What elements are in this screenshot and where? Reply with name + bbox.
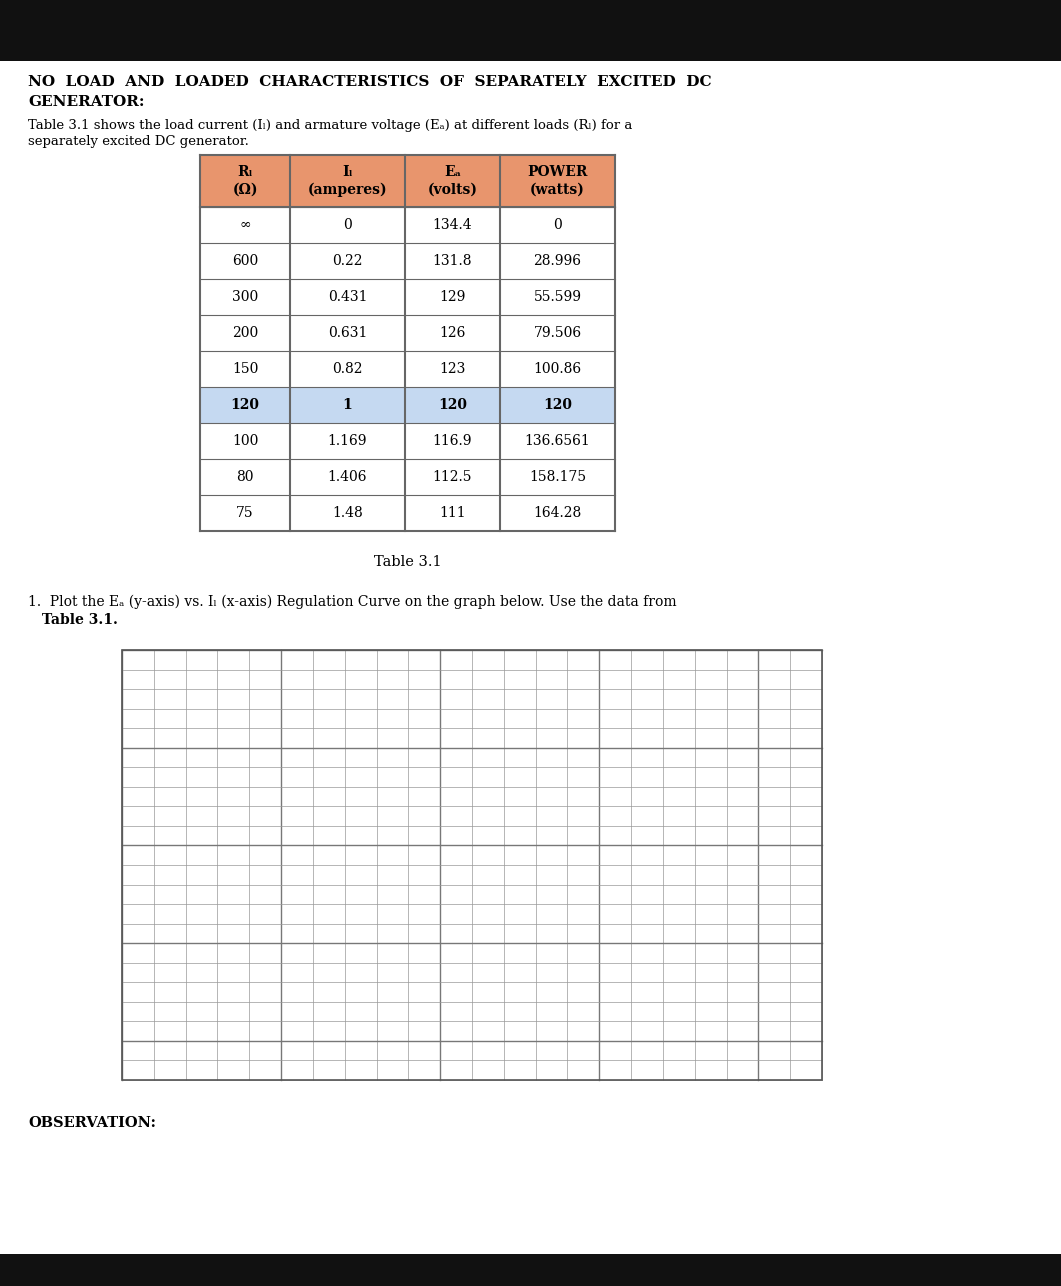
Bar	[201, 315, 615, 351]
Text: 120: 120	[230, 397, 260, 412]
Text: 0.431: 0.431	[328, 291, 367, 303]
Text: 100.86: 100.86	[534, 361, 581, 376]
Text: 100: 100	[231, 433, 258, 448]
Text: 0: 0	[553, 219, 562, 231]
Text: NO  LOAD  AND  LOADED  CHARACTERISTICS  OF  SEPARATELY  EXCITED  DC: NO LOAD AND LOADED CHARACTERISTICS OF SE…	[28, 75, 712, 89]
Text: 0.82: 0.82	[332, 361, 363, 376]
Bar	[201, 279, 615, 315]
Text: 164.28: 164.28	[534, 505, 581, 520]
Text: 134.4: 134.4	[433, 219, 472, 231]
Text: Table 3.1: Table 3.1	[373, 556, 441, 568]
Text: 116.9: 116.9	[433, 433, 472, 448]
Bar	[122, 649, 822, 1080]
Bar	[201, 423, 615, 459]
Text: 129: 129	[439, 291, 466, 303]
Bar	[201, 207, 615, 243]
Text: GENERATOR:: GENERATOR:	[28, 95, 144, 109]
Text: 136.6561: 136.6561	[524, 433, 590, 448]
Text: Table 3.1 shows the load current (Iₗ) and armature voltage (Eₐ) at different loa: Table 3.1 shows the load current (Iₗ) an…	[28, 120, 632, 132]
Text: 1: 1	[343, 397, 352, 412]
Text: 200: 200	[232, 325, 258, 340]
Text: 150: 150	[231, 361, 258, 376]
Text: 158.175: 158.175	[529, 469, 586, 484]
Text: 80: 80	[237, 469, 254, 484]
Text: 120: 120	[438, 397, 467, 412]
Text: 120: 120	[543, 397, 572, 412]
Text: Table 3.1.: Table 3.1.	[42, 613, 118, 628]
Text: 0: 0	[343, 219, 352, 231]
Text: Rₗ
(Ω): Rₗ (Ω)	[232, 165, 258, 197]
Text: 1.  Plot the Eₐ (y-axis) vs. Iₗ (x-axis) Regulation Curve on the graph below. Us: 1. Plot the Eₐ (y-axis) vs. Iₗ (x-axis) …	[28, 595, 677, 610]
Text: Iₗ
(amperes): Iₗ (amperes)	[308, 165, 387, 197]
Bar	[201, 351, 615, 387]
Bar	[0, 1254, 1061, 1286]
Text: POWER
(watts): POWER (watts)	[527, 165, 588, 197]
Text: 300: 300	[232, 291, 258, 303]
Text: 111: 111	[439, 505, 466, 520]
Text: 1.48: 1.48	[332, 505, 363, 520]
Bar	[201, 156, 615, 207]
Text: 126: 126	[439, 325, 466, 340]
Text: 0.22: 0.22	[332, 255, 363, 267]
Text: 1.406: 1.406	[328, 469, 367, 484]
Text: OBSERVATION:: OBSERVATION:	[28, 1116, 156, 1130]
Text: Eₐ
(volts): Eₐ (volts)	[428, 165, 477, 197]
Text: 75: 75	[237, 505, 254, 520]
Text: 112.5: 112.5	[433, 469, 472, 484]
Bar	[201, 387, 615, 423]
Text: 123: 123	[439, 361, 466, 376]
Text: 131.8: 131.8	[433, 255, 472, 267]
Text: 79.506: 79.506	[534, 325, 581, 340]
Text: 1.169: 1.169	[328, 433, 367, 448]
Text: 55.599: 55.599	[534, 291, 581, 303]
Bar	[201, 495, 615, 531]
Bar	[122, 649, 822, 1080]
Text: 600: 600	[232, 255, 258, 267]
Bar	[201, 243, 615, 279]
Text: separately excited DC generator.: separately excited DC generator.	[28, 135, 249, 148]
Bar	[0, 0, 1061, 60]
Text: 0.631: 0.631	[328, 325, 367, 340]
Text: ∞: ∞	[239, 219, 250, 231]
Text: 28.996: 28.996	[534, 255, 581, 267]
Bar	[201, 459, 615, 495]
